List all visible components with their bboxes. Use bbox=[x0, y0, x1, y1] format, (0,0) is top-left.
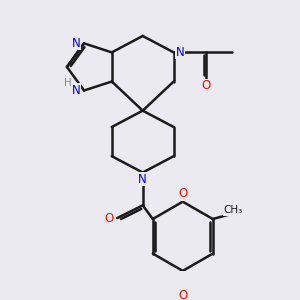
Text: O: O bbox=[178, 187, 188, 200]
Text: N: N bbox=[72, 84, 80, 97]
Text: N: N bbox=[138, 172, 147, 186]
Text: O: O bbox=[202, 80, 211, 92]
Text: O: O bbox=[105, 212, 114, 225]
Text: CH₃: CH₃ bbox=[224, 205, 243, 215]
Text: H: H bbox=[64, 78, 71, 88]
Text: N: N bbox=[176, 46, 184, 59]
Text: O: O bbox=[178, 289, 188, 300]
Text: N: N bbox=[72, 37, 80, 50]
